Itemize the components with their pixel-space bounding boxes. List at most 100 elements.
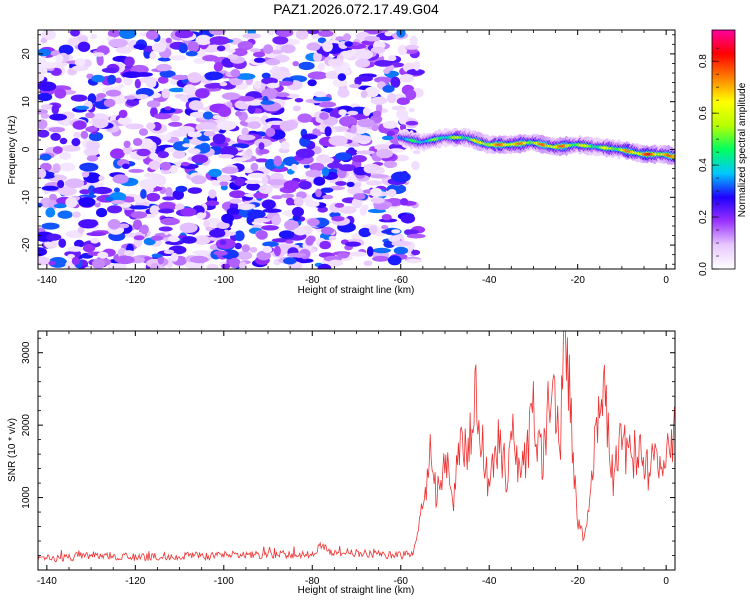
heatmap-cell [181,162,190,167]
heatmap-cell [293,196,304,207]
x-tick-label: -140 [37,275,57,286]
heatmap-cell [54,88,67,99]
heatmap-cell [364,35,380,42]
y-tick-label: 10 [21,96,32,108]
heatmap-cell [370,96,388,105]
heatmap-cell [352,135,373,142]
heatmap-cell [162,196,176,201]
bottom-y-axis-label: SNR (10 * v/v) [7,418,18,482]
heatmap-cell [101,67,118,73]
heatmap-cell [38,92,53,102]
heatmap-cell [258,148,270,155]
heatmap-cell [41,185,59,191]
heatmap-cell [370,174,389,179]
x-tick-label: -100 [214,275,234,286]
heatmap-cell [276,30,294,38]
heatmap-cell [346,110,359,116]
heatmap-cell [161,88,170,99]
top-x-axis-label: Height of straight line (km) [298,285,415,296]
heatmap-cell [39,153,52,161]
heatmap-cell [346,181,355,187]
heatmap-cell [229,190,246,199]
heatmap-cell [271,49,283,54]
heatmap-cell [256,230,268,240]
heatmap-cell [139,138,154,150]
heatmap-cell [209,228,226,238]
heatmap-cell [212,133,226,145]
x-tick-label: -100 [214,576,234,587]
heatmap-cell [114,187,120,193]
heatmap-cell [371,124,379,132]
heatmap-cell [250,162,259,172]
heatmap-cell [246,182,261,191]
heatmap-cell [360,90,368,99]
heatmap-cell [202,55,219,62]
heatmap-cell [381,214,392,221]
heatmap-cell [335,36,345,41]
heatmap-cell [164,106,172,111]
heatmap-cell [301,134,318,140]
heatmap-cell [262,208,282,213]
heatmap-cell [225,231,236,236]
heatmap-cell [337,252,350,259]
heatmap-cell [168,121,183,127]
heatmap-cell [90,238,100,244]
heatmap-cell [284,219,299,231]
heatmap-cell [372,255,390,262]
heatmap-cell [67,37,80,47]
heatmap-cell [238,204,254,211]
heatmap-cell [247,172,267,178]
heatmap-cell [221,213,235,224]
heatmap-cell [232,48,248,57]
heatmap-cell [231,143,250,149]
heatmap-cell [85,126,98,132]
heatmap-cell [318,30,334,37]
colorbar-label: Normalized spectral amplitude [737,82,748,217]
heatmap-cell [163,249,175,254]
heatmap-cell [88,185,96,196]
heatmap-cell [235,110,242,117]
heatmap-cell [172,189,184,200]
heatmap-cell [306,30,320,35]
heatmap-cell [271,215,282,226]
x-tick-label: -80 [305,576,320,587]
x-tick-label: -20 [570,275,585,286]
heatmap-cell [77,226,85,234]
heatmap-cell [411,160,420,171]
heatmap-cell [123,75,133,86]
heatmap-cell [170,252,179,262]
heatmap-cell [363,260,373,266]
heatmap-cell [321,226,334,235]
heatmap-cell [138,128,149,136]
heatmap-cell [195,34,212,46]
colorbar-ticks: 0.0 0.2 0.4 0.6 0.8 [698,47,719,276]
heatmap-cell [273,155,283,167]
colorbar-tick-label: 0.6 [698,106,709,120]
heatmap-cell [337,88,350,98]
heatmap-cell [145,172,152,179]
heatmap-cell [175,185,188,193]
heatmap-cell [193,235,211,245]
heatmap-cell [324,126,332,137]
heatmap-cell [150,235,164,241]
heatmap-cell [110,148,125,159]
heatmap-cell [390,76,401,88]
heatmap-cell [351,155,367,163]
heatmap-cell [242,33,261,39]
heatmap-cell [238,134,256,141]
heatmap-cell [132,138,143,146]
x-tick-label: 0 [663,576,669,587]
heatmap-cell [107,205,123,214]
heatmap-cell [305,169,322,178]
heatmap-cell [376,148,393,159]
heatmap-cell [181,236,197,244]
heatmap-cell [338,164,356,172]
heatmap-cell [247,209,266,219]
heatmap-cell [72,65,89,72]
heatmap-cell [243,179,263,184]
heatmap-cell [319,240,332,250]
heatmap-cell [79,189,91,195]
heatmap-cell [165,187,173,197]
heatmap-cell [149,205,160,216]
heatmap-cell [158,208,175,214]
